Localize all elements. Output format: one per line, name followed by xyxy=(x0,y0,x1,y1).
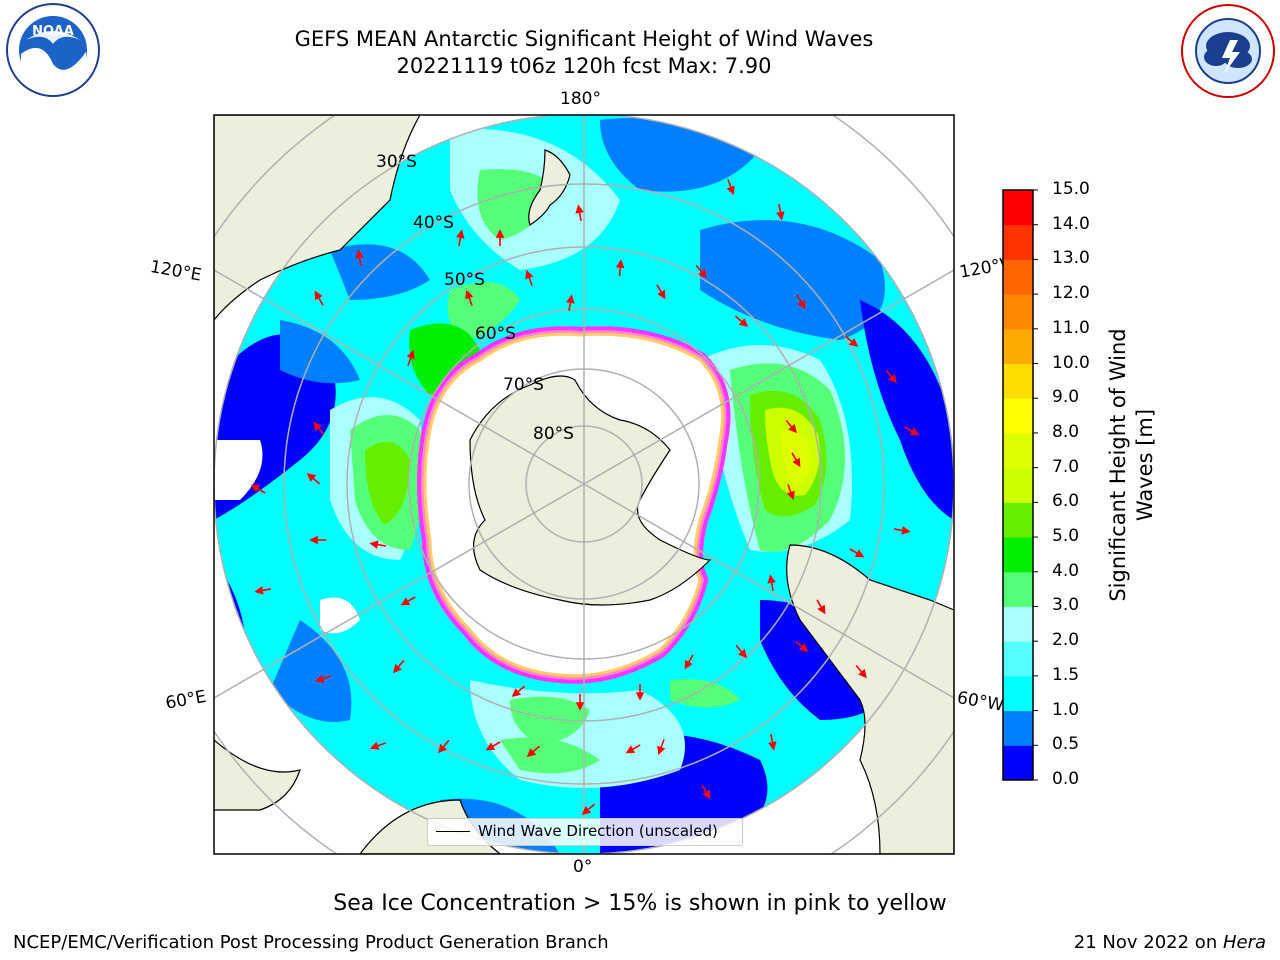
legend-line-icon xyxy=(436,831,470,832)
colorbar-swatch xyxy=(1003,328,1033,365)
colorbar-swatch xyxy=(1003,398,1033,434)
colorbar-tick-label: 3.0 xyxy=(1052,595,1080,616)
colorbar-tick-label: 8.0 xyxy=(1052,421,1080,442)
colorbar-swatch xyxy=(1003,502,1033,538)
colorbar-swatch xyxy=(1003,745,1033,781)
wind-wave-arrows xyxy=(250,179,920,815)
colorbar-swatch xyxy=(1003,537,1033,573)
colorbar-swatch xyxy=(1003,467,1033,503)
colorbar-swatch xyxy=(1003,675,1033,712)
madagascar-land xyxy=(214,739,301,811)
lat-label-70s: 70°S xyxy=(503,375,544,395)
colorbar-tick-label: 14.0 xyxy=(1052,213,1090,234)
colorbar-tick-label: 2.0 xyxy=(1052,630,1080,651)
colorbar-tick-label: 15.0 xyxy=(1052,179,1090,199)
lat-label-80s: 80°S xyxy=(533,424,574,444)
colorbar-tick-label: 1.5 xyxy=(1052,664,1080,685)
colorbar-tick-label: 13.0 xyxy=(1052,248,1090,269)
lat-label-60s: 60°S xyxy=(475,324,516,344)
colorbar-tick-label: 11.0 xyxy=(1052,317,1090,338)
noaa-logo-text: NOAA xyxy=(32,24,74,39)
colorbar-swatch xyxy=(1003,363,1033,399)
colorbar-tick-label: 10.0 xyxy=(1052,352,1090,373)
colorbar-tick-label: 9.0 xyxy=(1052,387,1080,408)
colorbar-swatch xyxy=(1003,224,1033,260)
australia-land xyxy=(214,115,421,321)
footer-credit: NCEP/EMC/Verification Post Processing Pr… xyxy=(13,932,609,953)
colorbar-tick-label: 0.5 xyxy=(1052,734,1080,755)
lat-label-30s: 30°S xyxy=(376,152,417,172)
colorbar-swatch xyxy=(1003,190,1033,226)
map-graticule xyxy=(214,115,954,854)
footer-date: 21 Nov 2022 on Hera xyxy=(1074,932,1266,953)
colorbar-tick-label: 6.0 xyxy=(1052,491,1080,512)
footer-date-text: 21 Nov 2022 on xyxy=(1073,932,1223,953)
colorbar xyxy=(1002,189,1038,781)
colorbar-label: Significant Height of Wind Waves [m] xyxy=(1106,328,1157,602)
legend-label: Wind Wave Direction (unscaled) xyxy=(478,822,718,840)
footer-host: Hera xyxy=(1222,932,1266,953)
colorbar-tick-label: 1.0 xyxy=(1052,699,1080,720)
lat-label-40s: 40°S xyxy=(413,213,454,233)
lat-label-50s: 50°S xyxy=(444,270,485,290)
colorbar-tick-label: 4.0 xyxy=(1052,560,1080,581)
colorbar-tick-label: 7.0 xyxy=(1052,456,1080,477)
colorbar-swatch xyxy=(1003,259,1033,295)
colorbar-tick-label: 0.0 xyxy=(1052,769,1080,789)
colorbar-swatch xyxy=(1003,641,1033,677)
colorbar-swatch xyxy=(1003,571,1033,607)
colorbar-tick-label: 12.0 xyxy=(1052,283,1090,304)
colorbar-swatch xyxy=(1003,294,1033,330)
colorbar-swatch xyxy=(1003,432,1033,469)
south-america-land xyxy=(786,544,954,854)
lon-label-180: 180° xyxy=(560,89,601,109)
colorbar-tick-label: 5.0 xyxy=(1052,526,1080,547)
colorbar-swatch xyxy=(1003,606,1033,642)
map-frame xyxy=(213,114,955,855)
noaa-logo-icon: NOAA xyxy=(6,3,100,97)
map-subtitle: 20221119 t06z 120h fcst Max: 7.90 xyxy=(396,54,772,78)
nws-logo-icon xyxy=(1181,4,1275,98)
lon-label-0: 0° xyxy=(573,857,593,877)
colorbar-swatch xyxy=(1003,710,1033,746)
sea-ice-note: Sea Ice Concentration > 15% is shown in … xyxy=(333,891,947,916)
map-title: GEFS MEAN Antarctic Significant Height o… xyxy=(294,27,874,51)
antarctica xyxy=(417,326,731,684)
map-legend: Wind Wave Direction (unscaled) xyxy=(427,818,743,846)
antarctica-land xyxy=(469,375,712,606)
